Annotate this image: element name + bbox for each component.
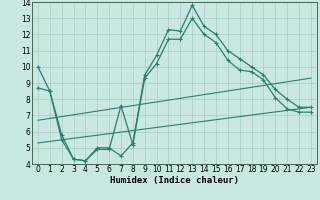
X-axis label: Humidex (Indice chaleur): Humidex (Indice chaleur): [110, 176, 239, 185]
